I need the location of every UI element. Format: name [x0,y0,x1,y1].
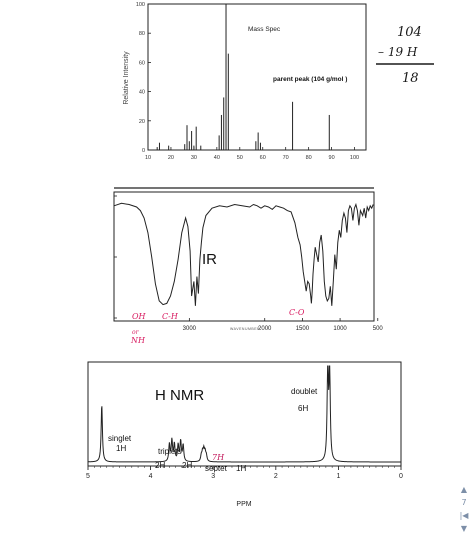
ms-x-tick-label: 40 [214,155,220,161]
hand-result-18: 18 [402,71,419,86]
mass-spec-chart: Relative Intensity Mass Spec parent peak… [123,2,434,161]
ir-plot-frame [113,191,375,322]
ir-spectrum-chart: 3000 2000 1500 1000 500 IR WAVENUMBER OH C-H… [113,187,384,345]
ir-x-ticks: 3000 2000 1500 1000 500 [183,318,384,332]
nmr-title: H NMR [155,387,204,404]
nmr-x-tick-label: 4 [149,473,153,480]
ms-y-tick-label: 0 [142,148,145,154]
ms-y-tick-label: 40 [139,90,145,96]
nmr-triplet-b-integration: 2H [182,461,192,470]
nmr-plot-frame [87,361,402,467]
ir-x-tick-label: 2000 [258,326,272,332]
ms-plot-frame [147,3,367,151]
nmr-x-tick-label: 2 [274,473,278,480]
nmr-triplet-a-integration: 2H [155,461,165,470]
ms-x-tick-label: 90 [329,155,335,161]
nmr-septet-label: septet [205,464,228,473]
ir-handwritten-labels: OH C-H C-O or NH [130,308,305,345]
nmr-x-ticks: 5 4 3 2 1 0 [86,466,403,480]
hand-mass-104: 104 [397,25,422,40]
nmr-handwritten-7h: 7H [212,453,225,462]
nav-up-icon[interactable]: ▲ [460,485,468,494]
nmr-singlet-label: singlet [108,434,132,443]
ms-y-ticks: 0 20 40 60 80 100 [136,2,151,154]
nmr-x-tick-label: 5 [86,473,90,480]
ms-x-ticks: 10 20 30 40 50 60 70 80 90 100 [145,147,359,161]
nmr-x-tick-label: 1 [336,473,340,480]
ir-x-tick-label: 1500 [296,326,310,332]
nav-first-page-icon[interactable]: |◀ [459,511,469,520]
ms-x-tick-label: 50 [237,155,243,161]
ir-y-ticks [114,195,117,319]
ir-label-ch: C-H [162,312,179,321]
nmr-doublet-integration: 6H [298,404,308,413]
ir-x-axis-label: WAVENUMBER [230,327,260,331]
h-nmr-chart: 5 4 3 2 1 0 PPM H NMR singlet 1H triplets 2H … [86,361,403,508]
nav-page-indicator: 7 [461,498,467,507]
ms-x-tick-label: 30 [191,155,197,161]
nmr-doublet-label: doublet [291,387,318,396]
nmr-triplets-label: triplets [158,447,182,456]
ir-label-or: or [132,329,140,336]
ms-parent-peak-note: parent peak (104 g/mol ) [273,76,347,83]
ms-handwritten-calc: 104 – 19 H 18 [376,25,434,86]
ms-x-tick-label: 100 [350,155,359,161]
ir-x-tick-label: 1000 [333,326,347,332]
ms-y-tick-label: 100 [136,2,145,8]
ms-x-tick-label: 70 [283,155,289,161]
ir-label-co: C-O [289,308,305,317]
ir-x-tick-label: 500 [373,326,384,332]
ir-trace [113,202,374,306]
ms-title: Mass Spec [248,26,281,33]
page-navigation: ▲ 7 |◀ ▼ [457,484,471,536]
ms-x-tick-label: 60 [260,155,266,161]
ms-x-tick-label: 80 [306,155,312,161]
nmr-singlet-integration: 1H [116,444,126,453]
hand-minus-19h: – 19 H [378,45,418,59]
nmr-x-tick-label: 3 [211,473,215,480]
ms-x-tick-label: 20 [168,155,174,161]
nmr-septet-integration: 1H [236,464,246,473]
nav-down-icon[interactable]: ▼ [460,524,468,533]
ms-y-tick-label: 20 [139,119,145,125]
ms-y-tick-label: 80 [139,31,145,37]
nmr-annotations: singlet 1H triplets 2H 2H septet 1H doub… [108,387,318,473]
ms-y-axis-label: Relative Intensity [123,51,130,105]
ir-x-tick-label: 3000 [183,326,197,332]
ir-title: IR [202,251,217,268]
nmr-x-axis-label: PPM [236,501,251,508]
ir-label-nh: NH [130,336,146,345]
ms-y-tick-label: 60 [139,60,145,66]
ir-label-oh: OH [132,312,147,321]
ms-peaks [156,4,330,150]
ms-x-tick-label: 10 [145,155,151,161]
nmr-trace [87,365,401,463]
nmr-x-tick-label: 0 [399,473,403,480]
